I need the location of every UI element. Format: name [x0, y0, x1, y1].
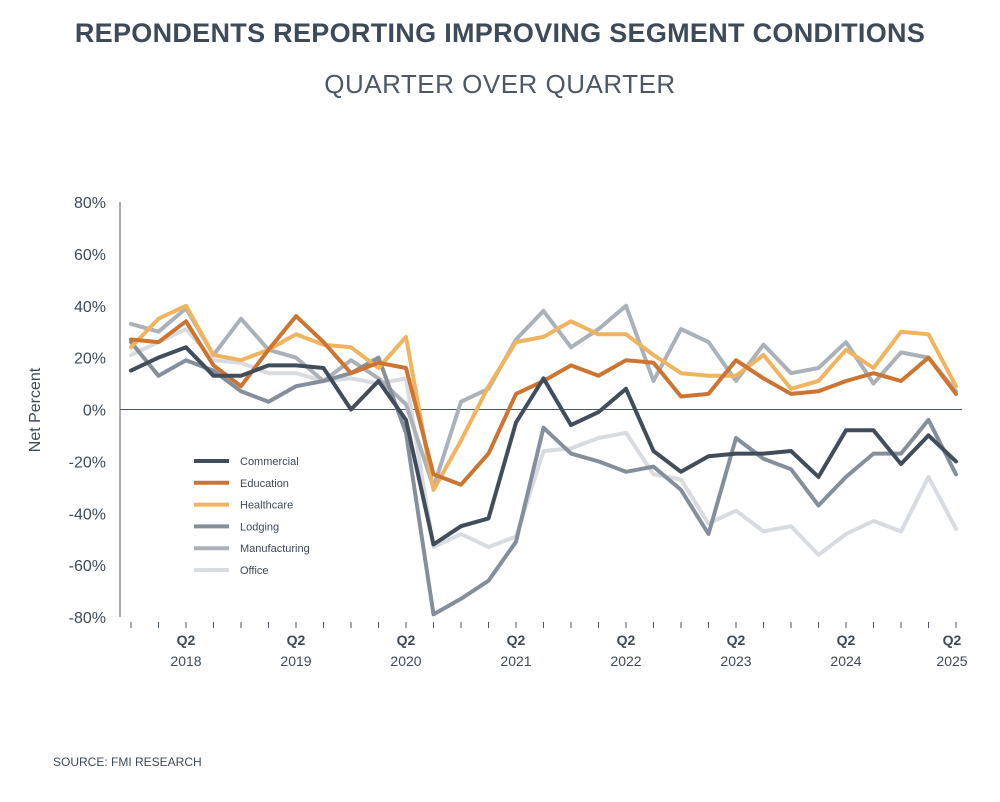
x-tick-label-year: 2020	[390, 653, 421, 669]
x-axis: Q2 2018 Q2 2019 Q2 2020 Q2 2021 Q2 2022 Q2 2023 Q2 20…	[130, 622, 968, 669]
series-line-lodging	[129, 340, 958, 617]
x-tick-label-quarter: Q2	[727, 632, 746, 648]
legend-label-lodging: Lodging	[240, 521, 279, 533]
legend-label-commercial: Commercial	[240, 456, 299, 468]
legend-label-manufacturing: Manufacturing	[240, 543, 310, 555]
series-line-office	[129, 327, 958, 557]
y-tick-label: -20%	[69, 454, 106, 471]
x-tick-label-quarter: Q2	[617, 632, 636, 648]
x-tick-label-year: 2025	[936, 653, 967, 669]
series-lines	[129, 303, 958, 617]
y-tick-label: 20%	[74, 351, 106, 368]
x-tick-label-year: 2018	[170, 653, 201, 669]
x-tick-label-year: 2019	[280, 653, 311, 669]
y-tick-label: -80%	[69, 610, 106, 627]
legend: Commercial Education Healthcare Lodging Manu…	[194, 456, 310, 577]
x-tick-label-quarter: Q2	[837, 632, 856, 648]
legend-label-healthcare: Healthcare	[240, 500, 293, 512]
legend-label-office: Office	[240, 565, 269, 577]
y-axis: 80% 60% 40% 20% 0% -20% -40% -60% -80%	[69, 195, 962, 627]
y-tick-label: -40%	[69, 506, 106, 523]
source-note: SOURCE: FMI RESEARCH	[53, 755, 202, 769]
chart-subtitle: QUARTER OVER QUARTER	[324, 69, 676, 99]
y-tick-label: 40%	[74, 299, 106, 316]
x-tick-label-quarter: Q2	[177, 632, 196, 648]
x-tick-label-year: 2023	[720, 653, 751, 669]
y-axis-title: Net Percent	[27, 367, 44, 452]
x-tick-label-quarter: Q2	[507, 632, 526, 648]
y-tick-label: 80%	[74, 195, 106, 212]
y-tick-label: -60%	[69, 558, 106, 575]
y-tick-label: 60%	[74, 247, 106, 264]
x-tick-label-year: 2021	[500, 653, 531, 669]
x-tick-label-year: 2024	[830, 653, 861, 669]
x-tick-label-year: 2022	[610, 653, 641, 669]
chart-title: REPONDENTS REPORTING IMPROVING SEGMENT C…	[74, 18, 926, 48]
legend-label-education: Education	[240, 478, 289, 490]
series-line-commercial	[129, 345, 958, 547]
y-tick-label: 0%	[83, 403, 106, 420]
x-tick-label-quarter: Q2	[287, 632, 306, 648]
x-tick-label-quarter: Q2	[943, 632, 962, 648]
x-tick-label-quarter: Q2	[397, 632, 416, 648]
